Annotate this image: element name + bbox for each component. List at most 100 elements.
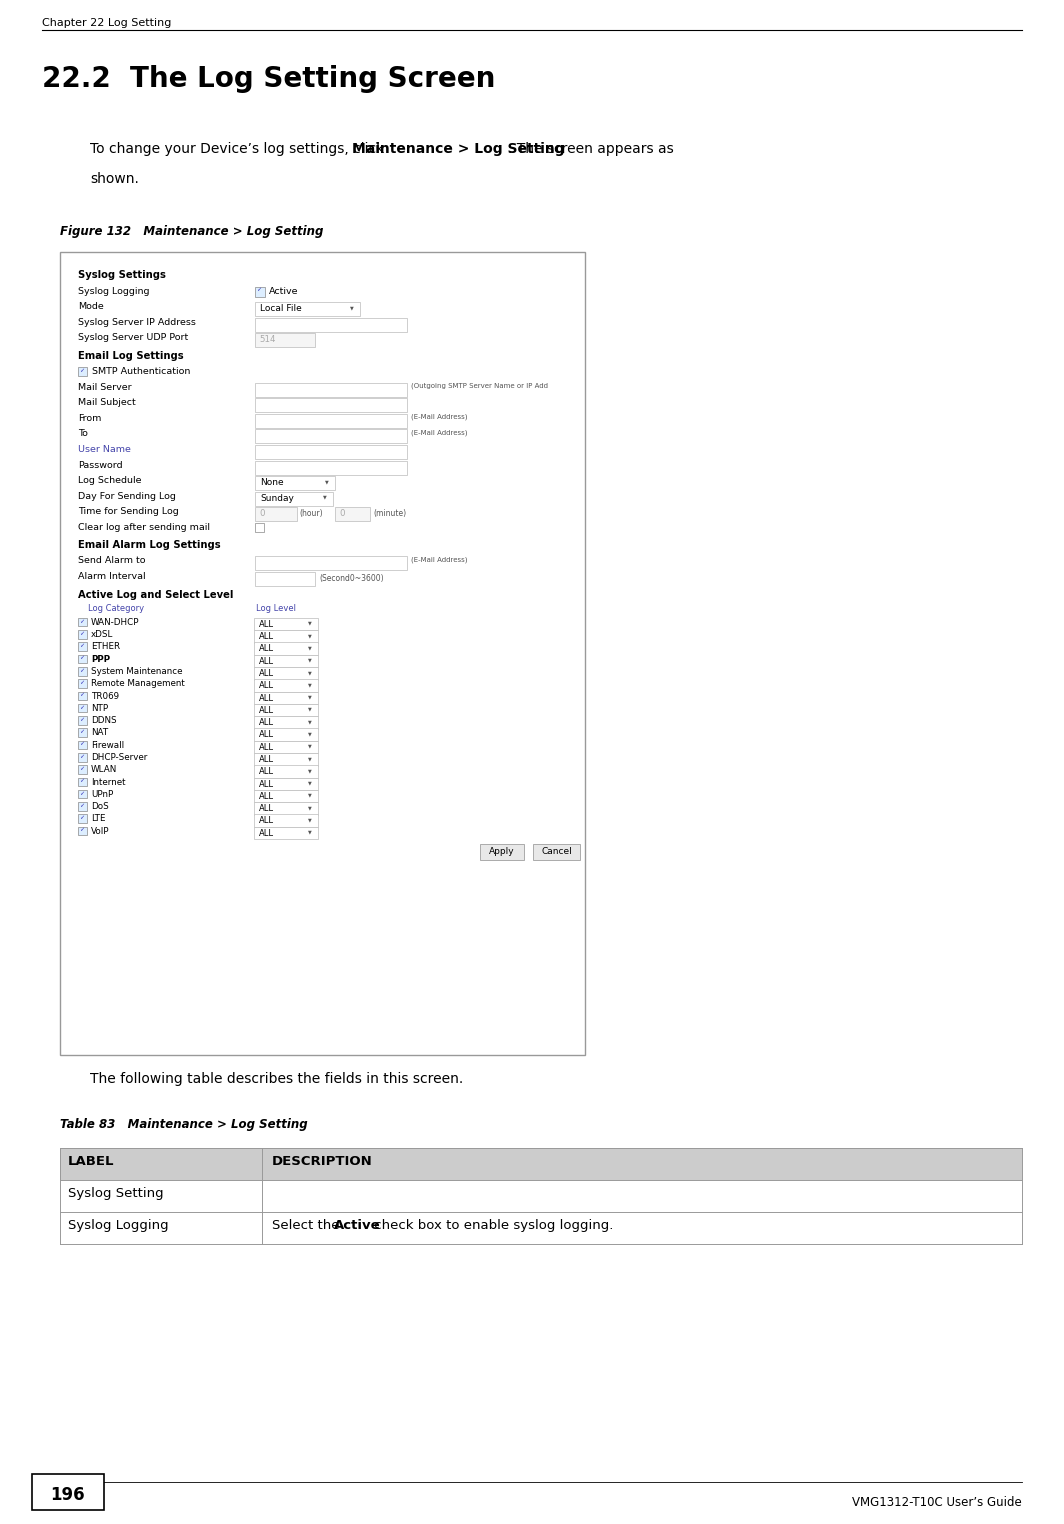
Text: ▼: ▼ [307, 683, 312, 687]
Text: ALL: ALL [259, 632, 275, 642]
Text: 22.2  The Log Setting Screen: 22.2 The Log Setting Screen [41, 66, 496, 93]
Bar [255, 287, 265, 297]
Text: System Maintenance: System Maintenance [92, 668, 183, 677]
Bar [254, 826, 318, 840]
Text: Syslog Setting: Syslog Setting [68, 1187, 164, 1199]
Bar [78, 814, 86, 823]
Bar [255, 319, 408, 332]
Text: . The screen appears as: . The screen appears as [508, 142, 674, 155]
Text: (Outgoing SMTP Server Name or IP Add: (Outgoing SMTP Server Name or IP Add [411, 383, 548, 389]
Text: WAN-DHCP: WAN-DHCP [92, 617, 139, 626]
Text: ✓: ✓ [79, 779, 84, 783]
Text: Syslog Settings: Syslog Settings [78, 270, 166, 280]
Bar [78, 367, 87, 376]
Text: ✓: ✓ [79, 367, 84, 373]
Text: Mail Server: Mail Server [78, 383, 132, 392]
Text: Active: Active [269, 287, 299, 296]
Text: ▼: ▼ [350, 305, 353, 311]
Bar [32, 1474, 104, 1510]
Text: ✓: ✓ [79, 767, 84, 771]
Text: None: None [260, 479, 284, 488]
Bar [533, 844, 580, 860]
Text: ▼: ▼ [307, 707, 312, 712]
Text: NAT: NAT [92, 728, 109, 738]
Bar [254, 753, 318, 765]
Bar [255, 572, 315, 587]
Text: 0: 0 [339, 509, 345, 518]
Text: The following table describes the fields in this screen.: The following table describes the fields… [90, 1071, 463, 1087]
Bar [254, 765, 318, 777]
Text: ALL: ALL [259, 742, 275, 751]
Text: Syslog Logging: Syslog Logging [68, 1219, 168, 1231]
Text: Apply: Apply [489, 846, 515, 855]
Bar [78, 728, 86, 738]
Text: Table 83   Maintenance > Log Setting: Table 83 Maintenance > Log Setting [60, 1119, 307, 1131]
Text: ETHER: ETHER [92, 643, 120, 651]
Text: ALL: ALL [259, 730, 275, 739]
Text: ✓: ✓ [79, 791, 84, 796]
Bar [254, 655, 318, 668]
Text: 196: 196 [51, 1486, 85, 1504]
Text: Log Level: Log Level [256, 604, 296, 613]
Text: ALL: ALL [259, 657, 275, 666]
Text: ▼: ▼ [307, 695, 312, 700]
Text: ▼: ▼ [307, 817, 312, 823]
Bar [255, 430, 408, 443]
Bar [255, 523, 264, 532]
Text: Log Schedule: Log Schedule [78, 475, 142, 485]
Bar [78, 617, 86, 626]
Text: Alarm Interval: Alarm Interval [78, 572, 146, 581]
Text: ALL: ALL [259, 829, 275, 838]
Bar [255, 445, 408, 459]
Text: ▼: ▼ [307, 756, 312, 760]
Bar [78, 655, 86, 663]
Bar [255, 383, 408, 396]
Text: ▼: ▼ [307, 792, 312, 799]
Text: UPnP: UPnP [92, 789, 113, 799]
Bar [254, 789, 318, 802]
Text: ✓: ✓ [79, 631, 84, 636]
Text: (E-Mail Address): (E-Mail Address) [411, 413, 467, 421]
Text: Log Category: Log Category [88, 604, 144, 613]
Bar [335, 507, 370, 521]
Text: ✓: ✓ [79, 815, 84, 820]
Text: ALL: ALL [259, 767, 275, 776]
Bar [78, 777, 86, 786]
Text: DoS: DoS [92, 802, 109, 811]
Text: Syslog Logging: Syslog Logging [78, 287, 150, 296]
Text: PPP: PPP [92, 655, 111, 664]
Text: ✓: ✓ [79, 668, 84, 674]
Text: ✓: ✓ [79, 742, 84, 747]
Text: WLAN: WLAN [92, 765, 117, 774]
Bar [254, 643, 318, 655]
Text: DESCRIPTION: DESCRIPTION [272, 1155, 372, 1167]
Bar [255, 334, 315, 347]
Text: ALL: ALL [259, 669, 275, 678]
Text: ✓: ✓ [79, 680, 84, 686]
Text: Local File: Local File [260, 305, 302, 312]
Text: ▼: ▼ [307, 632, 312, 639]
Bar [60, 1148, 1023, 1180]
Text: Send Alarm to: Send Alarm to [78, 556, 146, 565]
Text: ▼: ▼ [307, 658, 312, 663]
Text: Mail Subject: Mail Subject [78, 398, 136, 407]
Text: VoIP: VoIP [92, 826, 110, 835]
Text: TR069: TR069 [92, 692, 119, 701]
Text: ALL: ALL [259, 645, 275, 654]
Text: LTE: LTE [92, 814, 105, 823]
Text: Clear log after sending mail: Clear log after sending mail [78, 523, 210, 532]
Bar [254, 668, 318, 680]
Text: (E-Mail Address): (E-Mail Address) [411, 556, 467, 562]
Text: ALL: ALL [259, 718, 275, 727]
Bar [254, 680, 318, 692]
Text: ✓: ✓ [255, 288, 261, 293]
Text: ✓: ✓ [79, 692, 84, 698]
Text: ALL: ALL [259, 693, 275, 703]
Bar [255, 475, 335, 491]
Text: ▼: ▼ [307, 829, 312, 835]
Bar [78, 692, 86, 700]
Text: ALL: ALL [259, 754, 275, 764]
Text: Syslog Server IP Address: Syslog Server IP Address [78, 319, 196, 326]
Bar [255, 398, 408, 411]
Text: Select the: Select the [272, 1219, 344, 1231]
